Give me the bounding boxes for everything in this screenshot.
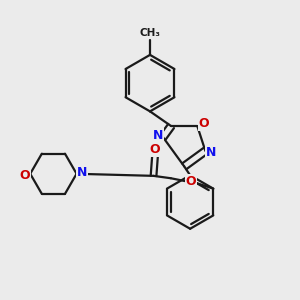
Text: CH₃: CH₃ <box>140 28 160 38</box>
Text: O: O <box>199 117 209 130</box>
Text: N: N <box>152 129 163 142</box>
Text: N: N <box>206 146 217 159</box>
Text: O: O <box>186 175 196 188</box>
Text: O: O <box>20 169 30 182</box>
Text: O: O <box>150 143 160 156</box>
Text: N: N <box>77 166 87 179</box>
